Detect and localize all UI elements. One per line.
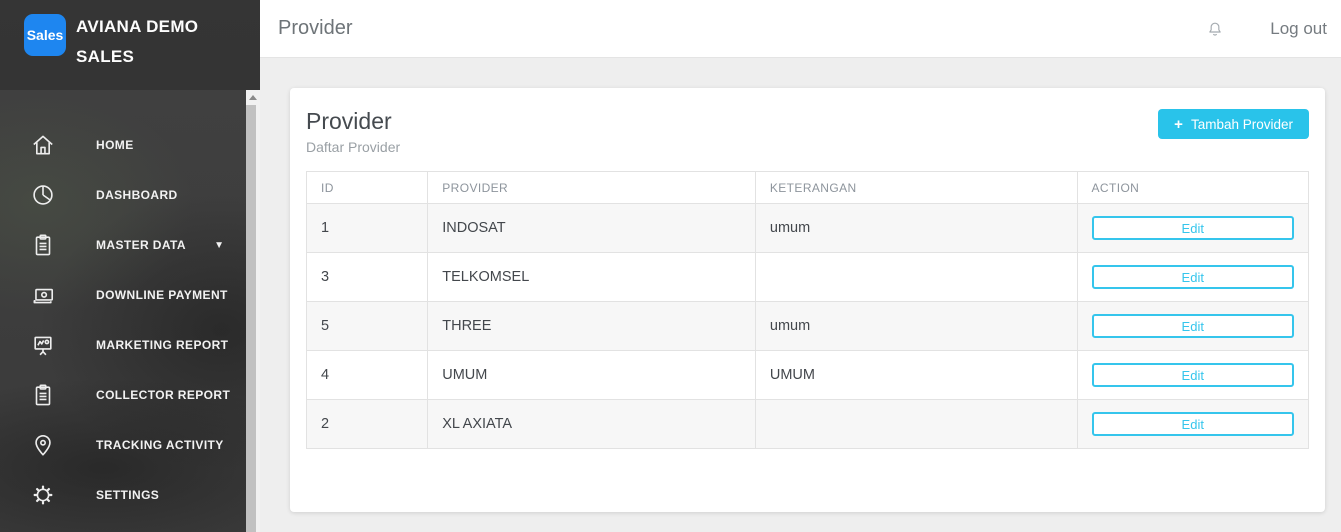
cell-keterangan	[754, 399, 1078, 449]
sidebar: Sales AVIANA DEMO SALES HOME ▼ DASHBOARD…	[0, 0, 260, 532]
edit-button[interactable]: Edit	[1091, 412, 1294, 436]
sidebar-item-label: DASHBOARD	[96, 188, 178, 202]
table-row: 4 UMUM UMUM Edit	[305, 350, 1310, 400]
cell-id: 4	[305, 350, 429, 400]
sidebar-item-label: TRACKING ACTIVITY	[96, 438, 224, 452]
dashboard-icon	[30, 182, 56, 208]
sidebar-item[interactable]: SETTINGS ▼	[0, 470, 260, 520]
column-header-action: ACTION	[1076, 171, 1310, 204]
brand-line1: AVIANA DEMO	[76, 17, 199, 36]
cell-keterangan: umum	[754, 301, 1078, 351]
sidebar-item[interactable]: HOME ▼	[0, 120, 260, 170]
cell-action: Edit	[1076, 203, 1310, 253]
cell-action: Edit	[1076, 301, 1310, 351]
provider-card: Provider Daftar Provider + Tambah Provid…	[290, 88, 1325, 512]
table-row: 2 XL AXIATA Edit	[305, 399, 1310, 449]
sidebar-item[interactable]: MARKETING REPORT ▼	[0, 320, 260, 370]
cell-provider: UMUM	[427, 350, 756, 400]
cell-provider: INDOSAT	[427, 203, 756, 253]
cell-keterangan: umum	[754, 203, 1078, 253]
column-header-provider: PROVIDER	[427, 171, 756, 204]
cell-keterangan	[754, 252, 1078, 302]
cell-id: 3	[305, 252, 429, 302]
plus-icon: +	[1174, 115, 1183, 133]
sidebar-item-label: DOWNLINE PAYMENT	[96, 288, 228, 302]
collector-report-icon	[30, 382, 56, 408]
header-actions: Log out	[1205, 19, 1341, 39]
card-title: Provider	[306, 108, 392, 134]
sidebar-item[interactable]: MASTER DATA ▼	[0, 220, 260, 270]
edit-button[interactable]: Edit	[1091, 363, 1294, 387]
sidebar-item[interactable]: DASHBOARD ▼	[0, 170, 260, 220]
cell-action: Edit	[1076, 399, 1310, 449]
sidebar-header: Sales AVIANA DEMO SALES	[0, 0, 260, 90]
home-icon	[30, 132, 56, 158]
sidebar-item-label: SETTINGS	[96, 488, 160, 502]
table-row: 5 THREE umum Edit	[305, 301, 1310, 351]
sidebar-nav: HOME ▼ DASHBOARD ▼ MASTER DATA ▼ DOWNLIN…	[0, 90, 260, 520]
downline-payment-icon	[30, 282, 56, 308]
column-header-id: ID	[305, 171, 429, 204]
sidebar-item-label: MASTER DATA	[96, 238, 186, 252]
chevron-down-icon: ▼	[214, 239, 224, 251]
sidebar-item[interactable]: COLLECTOR REPORT ▼	[0, 370, 260, 420]
cell-keterangan: UMUM	[754, 350, 1078, 400]
master-data-icon	[30, 232, 56, 258]
logout-link[interactable]: Log out	[1270, 18, 1327, 38]
cell-provider: THREE	[427, 301, 756, 351]
brand-line2: SALES	[76, 47, 135, 66]
cell-provider: TELKOMSEL	[427, 252, 756, 302]
sidebar-item-label: HOME	[96, 138, 134, 152]
column-header-keterangan: KETERANGAN	[754, 171, 1078, 204]
cell-action: Edit	[1076, 252, 1310, 302]
sidebar-item[interactable]: TRACKING ACTIVITY ▼	[0, 420, 260, 470]
edit-button[interactable]: Edit	[1091, 314, 1294, 338]
sidebar-scrollbar[interactable]	[246, 90, 260, 532]
table-row: 3 TELKOMSEL Edit	[305, 252, 1310, 302]
main-content: Provider Daftar Provider + Tambah Provid…	[260, 58, 1341, 532]
add-provider-label: Tambah Provider	[1190, 116, 1293, 132]
marketing-report-icon	[30, 332, 56, 358]
cell-provider: XL AXIATA	[427, 399, 756, 449]
sidebar-item-label: MARKETING REPORT	[96, 338, 229, 352]
tracking-activity-icon	[30, 432, 56, 458]
cell-id: 5	[305, 301, 429, 351]
sidebar-item-label: COLLECTOR REPORT	[96, 388, 231, 402]
settings-icon	[30, 482, 56, 508]
sales-logo-icon: Sales	[24, 14, 66, 56]
sidebar-item[interactable]: DOWNLINE PAYMENT ▼	[0, 270, 260, 320]
page-title: Provider	[278, 17, 353, 39]
bell-icon[interactable]	[1205, 19, 1225, 39]
cell-action: Edit	[1076, 350, 1310, 400]
top-header: Provider Log out	[260, 0, 1341, 58]
cell-id: 1	[305, 203, 429, 253]
edit-button[interactable]: Edit	[1091, 265, 1294, 289]
provider-table: ID PROVIDER KETERANGAN ACTION 1 INDOSAT …	[305, 171, 1310, 449]
table-row: 1 INDOSAT umum Edit	[305, 203, 1310, 253]
brand-title: AVIANA DEMO SALES	[76, 12, 198, 72]
scrollbar-thumb[interactable]	[246, 105, 256, 532]
table-header-row: ID PROVIDER KETERANGAN ACTION	[305, 171, 1310, 204]
cell-id: 2	[305, 399, 429, 449]
add-provider-button[interactable]: + Tambah Provider	[1158, 109, 1309, 139]
edit-button[interactable]: Edit	[1091, 216, 1294, 240]
scroll-up-arrow-icon[interactable]	[246, 90, 260, 105]
card-subtitle: Daftar Provider	[306, 139, 401, 155]
